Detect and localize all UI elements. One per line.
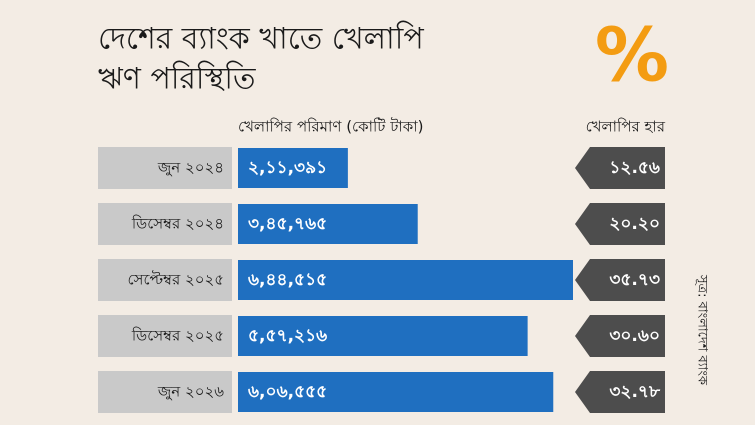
rate-tag: [575, 315, 665, 357]
category-label: জুন ২০২৪: [157, 159, 224, 177]
category-box: [98, 371, 232, 413]
title-line: ঋণ পরিস্থিতি: [98, 61, 256, 97]
rate-label: ১২.৫৬: [609, 158, 660, 178]
rate-tag: [575, 259, 665, 301]
category-box: [98, 203, 232, 245]
category-box: [98, 315, 232, 357]
bar-value-label: ৬,০৬,৫৫৫: [248, 382, 327, 402]
rate-label: ৩০.৬০: [609, 326, 660, 346]
bar-value-label: ২,১১,৩৯১: [248, 158, 327, 178]
rate-tag: [575, 147, 665, 189]
category-box: [98, 147, 232, 189]
bar-value-label: ৩,৪৫,৭৬৫: [248, 214, 327, 234]
rate-tag: [575, 203, 665, 245]
amount-header: খেলাপির পরিমাণ (কোটি টাকা): [238, 118, 423, 136]
bar: [238, 372, 554, 412]
category-label: ডিসেম্বর ২০২৫: [131, 327, 224, 345]
bar: [238, 204, 418, 244]
title-line: দেশের ব্যাংক খাতে খেলাপি: [98, 21, 424, 57]
source-note: সূত্র: বাংলাদেশ ব্যাংক: [695, 274, 710, 386]
bar-value-label: ৫,৫৭,২১৬: [248, 326, 327, 346]
category-label: সেপ্টেম্বর ২০২৫: [127, 271, 224, 289]
bar: [238, 316, 528, 356]
percent-symbol: %: [595, 13, 669, 99]
bar-value-label: ৬,৪৪,৫১৫: [248, 270, 327, 290]
rate-label: ৩২.৭৮: [609, 382, 661, 402]
category-box: [98, 259, 232, 301]
bar: [238, 260, 573, 300]
bar: [238, 148, 348, 188]
category-label: জুন ২০২৬: [157, 383, 224, 401]
rate-header: খেলাপির হার: [586, 118, 666, 136]
category-label: ডিসেম্বর ২০২৪: [131, 215, 224, 233]
rate-label: ৩৫.৭৩: [609, 270, 660, 290]
rate-tag: [575, 371, 665, 413]
rate-label: ২০.২০: [609, 214, 660, 234]
